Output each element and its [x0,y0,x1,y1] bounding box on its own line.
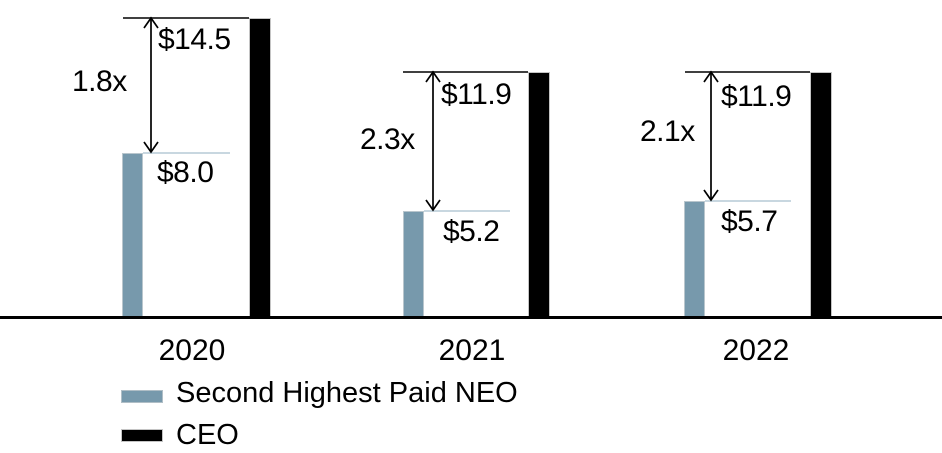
legend-label-neo: Second Highest Paid NEO [176,377,518,409]
ceo-value-label: $11.9 [441,78,512,111]
x-axis-line [0,316,942,319]
ratio-label: 2.1x [640,115,695,148]
neo-value-label: $5.7 [721,205,778,238]
bar-ceo-2021 [528,72,550,318]
ceo-top-refline [685,71,810,73]
x-tick-2020: 2020 [158,334,226,367]
bar-ceo-2022 [810,72,832,318]
bar-neo-2020 [122,153,143,318]
legend-swatch-ceo [121,429,163,442]
ratio-arrow-icon [703,70,719,202]
ratio-label: 1.8x [72,65,127,98]
neo-top-refline [143,152,230,154]
ceo-value-label: $11.9 [721,80,792,113]
ratio-arrow-icon [425,70,441,212]
bar-ceo-2020 [249,18,271,318]
neo-value-label: $8.0 [157,156,214,189]
legend-swatch-neo [121,390,163,403]
ceo-top-refline [403,71,528,73]
x-tick-2022: 2022 [722,334,790,367]
neo-top-refline [705,200,791,202]
ceo-value-label: $14.5 [158,23,231,56]
bar-neo-2022 [684,201,705,318]
legend-label-ceo: CEO [176,419,239,451]
ceo-top-refline [123,17,249,19]
ratio-label: 2.3x [360,123,415,156]
ratio-arrow-icon [143,16,159,154]
x-tick-2021: 2021 [438,334,506,367]
neo-value-label: $5.2 [443,215,500,248]
neo-top-refline [424,210,510,212]
bar-neo-2021 [403,211,424,318]
